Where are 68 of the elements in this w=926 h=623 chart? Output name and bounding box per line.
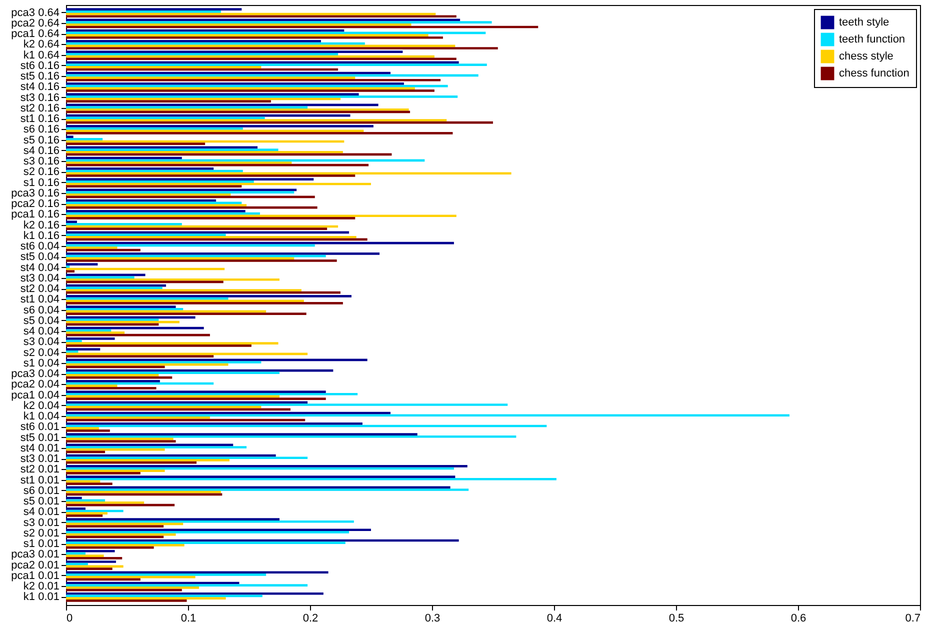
y-tick-label: pca1 0.64	[11, 28, 60, 40]
y-tick-label: s1 0.16	[23, 176, 60, 189]
y-tick-label: k2 0.04	[23, 400, 60, 412]
y-tick-label: k1 0.04	[23, 410, 60, 423]
y-tick-label: st4 0.01	[20, 442, 60, 454]
y-tick-label: pca3 0.01	[11, 548, 60, 561]
y-tick-label: s4 0.01	[23, 506, 60, 518]
y-tick-label: st3 0.01	[20, 453, 60, 466]
y-tick-label: st1 0.01	[20, 474, 60, 486]
y-tick-label: s3 0.04	[23, 336, 60, 348]
legend-label: teeth style	[839, 16, 890, 28]
y-tick-label: s4 0.16	[23, 144, 60, 157]
y-tick-label: pca1 0.01	[11, 570, 60, 582]
y-tick-label: pca2 0.04	[11, 378, 60, 391]
y-tick-label: st6 0.16	[20, 60, 60, 72]
y-tick-label: k2 0.64	[23, 38, 60, 51]
y-tick-label: s3 0.01	[23, 516, 60, 529]
y-tick-label: st2 0.01	[20, 464, 60, 476]
y-tick-label: st2 0.16	[20, 102, 60, 114]
x-tick-label: 0.7	[905, 612, 920, 623]
x-tick-label: 0.1	[180, 612, 196, 623]
y-tick-label: pca2 0.64	[11, 17, 60, 30]
y-tick-label: pca1 0.16	[11, 208, 60, 221]
y-tick-label: s5 0.16	[23, 134, 60, 146]
y-tick-label: k2 0.16	[23, 219, 60, 232]
y-tick-label: k1 0.16	[23, 230, 60, 242]
y-tick-label: st3 0.16	[20, 92, 60, 104]
y-tick-label: s6 0.04	[23, 304, 60, 316]
y-tick-label: s5 0.01	[23, 496, 60, 508]
y-tick-label: k1 0.64	[23, 49, 60, 62]
y-tick-label: pca2 0.01	[11, 559, 60, 572]
x-tick-label: 0.6	[790, 612, 806, 623]
y-tick-label: st5 0.01	[20, 432, 60, 444]
y-tick-label: st5 0.04	[20, 251, 60, 264]
y-tick-label: k2 0.01	[23, 580, 60, 593]
y-tick-label: s2 0.04	[23, 346, 60, 359]
y-tick-label: pca2 0.16	[11, 198, 60, 210]
y-tick-label: st6 0.01	[20, 421, 60, 434]
y-tick-label: pca1 0.04	[11, 389, 60, 402]
x-tick-label: 0.2	[302, 612, 318, 623]
y-tick-label: st6 0.04	[20, 240, 60, 253]
y-tick-label: st1 0.16	[20, 113, 60, 126]
y-tick-label: s6 0.16	[23, 124, 60, 136]
x-tick-label: 0.5	[668, 612, 684, 623]
y-tick-label: st1 0.04	[20, 294, 60, 306]
y-tick-label: k1 0.01	[23, 591, 60, 604]
legend-label: chess function	[839, 68, 910, 80]
y-tick-label: st3 0.04	[20, 272, 60, 284]
y-tick-label: s3 0.16	[23, 156, 60, 168]
y-tick-label: st4 0.16	[20, 81, 60, 94]
y-tick-label: s5 0.04	[23, 314, 60, 327]
y-tick-label: st5 0.16	[20, 70, 60, 83]
y-tick-label: s4 0.04	[23, 326, 60, 338]
x-tick-label: 0	[66, 612, 73, 623]
y-tick-label: st4 0.04	[20, 262, 60, 274]
y-tick-label: s6 0.01	[23, 484, 60, 497]
y-tick-label: pca3 0.16	[11, 187, 60, 200]
legend-label: teeth function	[839, 34, 906, 46]
y-tick-label: st2 0.04	[20, 283, 60, 296]
y-tick-label: s2 0.01	[23, 527, 60, 540]
y-tick-label: s1 0.01	[23, 538, 60, 550]
legend-label: chess style	[839, 50, 894, 62]
y-tick-label: pca3 0.64	[11, 6, 60, 19]
x-tick-label: 0.3	[424, 612, 440, 623]
x-tick-label: 0.4	[546, 612, 562, 623]
y-tick-label: s1 0.04	[23, 357, 60, 370]
y-tick-label: s2 0.16	[23, 166, 60, 178]
y-tick-label: pca3 0.04	[11, 368, 60, 380]
